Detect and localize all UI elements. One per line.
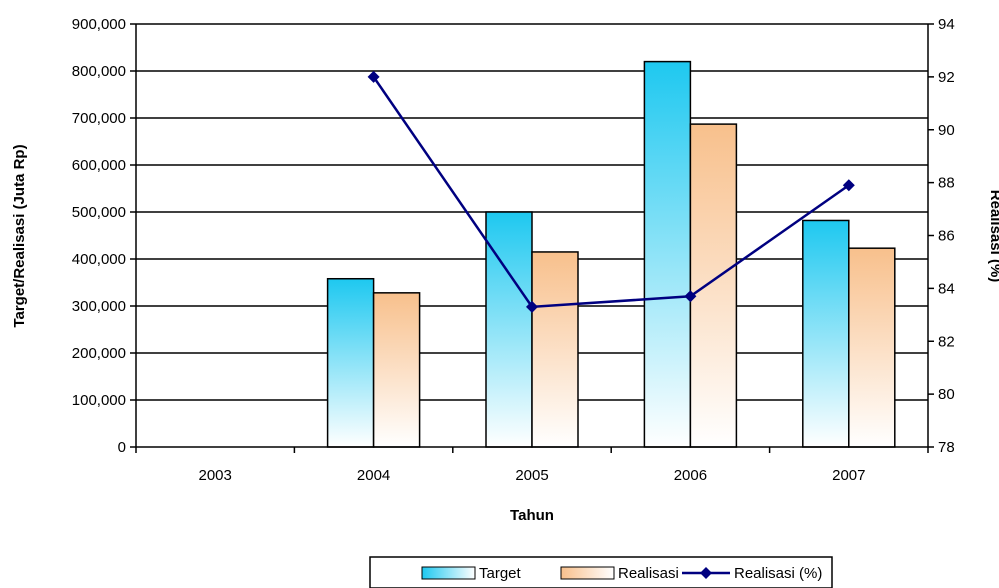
x-tick-label: 2006 [674, 467, 707, 484]
y2-tick-label: 84 [938, 280, 955, 297]
bar-target [643, 60, 692, 448]
bar-target [326, 277, 375, 448]
y2-tick-label: 78 [938, 439, 955, 456]
y-tick-label: 600,000 [72, 157, 126, 174]
y2-tick-label: 88 [938, 175, 955, 192]
bars [326, 60, 896, 448]
y-tick-label: 400,000 [72, 251, 126, 268]
y2-tick-label: 86 [938, 228, 955, 245]
bar-realisasi [372, 292, 421, 448]
legend-label-realisasi: Realisasi [618, 565, 679, 582]
x-tick-label: 2003 [199, 467, 232, 484]
y2-tick-label: 92 [938, 69, 955, 86]
bar-realisasi [531, 251, 579, 448]
y-tick-label: 100,000 [72, 392, 126, 409]
line-point [526, 300, 538, 313]
legend: Target Realisasi Realisasi (%) [369, 556, 833, 588]
y-tick-label: 0 [118, 439, 126, 456]
y2-axis-title: Realisasi (%) [987, 190, 999, 283]
y2-tick-label: 82 [938, 333, 955, 350]
y-tick-label: 500,000 [72, 204, 126, 221]
y-tick-label: 300,000 [72, 298, 126, 315]
x-tick-label: 2005 [515, 467, 548, 484]
y-tick-label: 900,000 [72, 16, 126, 33]
legend-swatch-realisasi [560, 566, 615, 580]
y2-tick-label: 80 [938, 386, 955, 403]
legend-label-realisasi-pct: Realisasi (%) [734, 565, 822, 582]
legend-swatch-target [421, 566, 476, 580]
bar-target [802, 219, 850, 448]
legend-label-target: Target [479, 565, 522, 582]
line-point [367, 70, 380, 83]
x-axis-title: Tahun [510, 507, 554, 524]
y-tick-label: 200,000 [72, 345, 126, 362]
tick-labels: 0 100,000 200,000 300,000 400,000 500,000 600,… [72, 16, 955, 484]
line-point [842, 179, 855, 192]
bar-target [485, 211, 533, 448]
axes [130, 23, 934, 453]
y-axis-title: Target/Realisasi (Juta Rp) [11, 144, 28, 327]
line-series [367, 70, 855, 313]
line-realisasi-pct [372, 76, 850, 309]
bar-realisasi [689, 123, 738, 448]
y2-tick-label: 94 [938, 16, 955, 33]
legend-swatch-marker [700, 567, 712, 579]
line-point [684, 290, 697, 303]
x-tick-label: 2004 [357, 467, 390, 484]
y2-tick-label: 90 [938, 122, 955, 139]
x-tick-label: 2007 [832, 467, 865, 484]
y-tick-label: 700,000 [72, 110, 126, 127]
bar-realisasi [848, 247, 896, 448]
y-tick-label: 800,000 [72, 63, 126, 80]
